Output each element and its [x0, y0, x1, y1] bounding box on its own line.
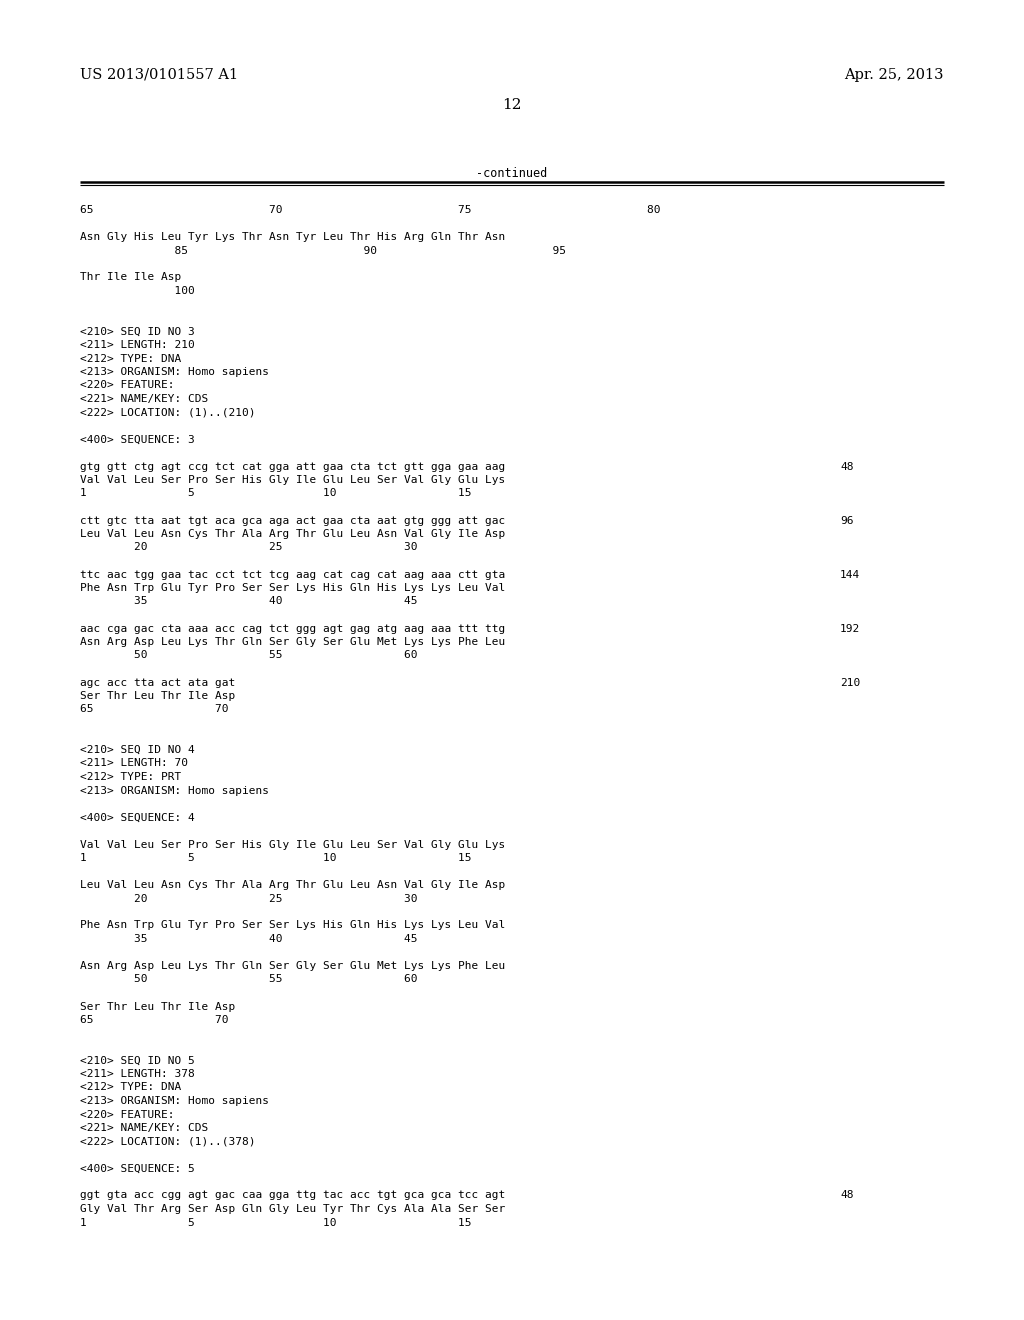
Text: 65                          70                          75                      : 65 70 75 [80, 205, 660, 215]
Text: Leu Val Leu Asn Cys Thr Ala Arg Thr Glu Leu Asn Val Gly Ile Asp: Leu Val Leu Asn Cys Thr Ala Arg Thr Glu … [80, 529, 505, 539]
Text: <220> FEATURE:: <220> FEATURE: [80, 380, 174, 391]
Text: <212> TYPE: DNA: <212> TYPE: DNA [80, 1082, 181, 1093]
Text: <221> NAME/KEY: CDS: <221> NAME/KEY: CDS [80, 1123, 208, 1133]
Text: Asn Arg Asp Leu Lys Thr Gln Ser Gly Ser Glu Met Lys Lys Phe Leu: Asn Arg Asp Leu Lys Thr Gln Ser Gly Ser … [80, 638, 505, 647]
Text: <212> TYPE: DNA: <212> TYPE: DNA [80, 354, 181, 363]
Text: 96: 96 [840, 516, 853, 525]
Text: 50                  55                  60: 50 55 60 [80, 651, 418, 660]
Text: 210: 210 [840, 677, 860, 688]
Text: Asn Arg Asp Leu Lys Thr Gln Ser Gly Ser Glu Met Lys Lys Phe Leu: Asn Arg Asp Leu Lys Thr Gln Ser Gly Ser … [80, 961, 505, 972]
Text: Thr Ile Ile Asp: Thr Ile Ile Asp [80, 272, 181, 282]
Text: <210> SEQ ID NO 5: <210> SEQ ID NO 5 [80, 1056, 195, 1065]
Text: 48: 48 [840, 1191, 853, 1200]
Text: <400> SEQUENCE: 5: <400> SEQUENCE: 5 [80, 1163, 195, 1173]
Text: <213> ORGANISM: Homo sapiens: <213> ORGANISM: Homo sapiens [80, 785, 269, 796]
Text: 144: 144 [840, 569, 860, 579]
Text: 48: 48 [840, 462, 853, 471]
Text: 20                  25                  30: 20 25 30 [80, 543, 418, 553]
Text: Val Val Leu Ser Pro Ser His Gly Ile Glu Leu Ser Val Gly Glu Lys: Val Val Leu Ser Pro Ser His Gly Ile Glu … [80, 475, 505, 484]
Text: Apr. 25, 2013: Apr. 25, 2013 [845, 69, 944, 82]
Text: <210> SEQ ID NO 3: <210> SEQ ID NO 3 [80, 326, 195, 337]
Text: US 2013/0101557 A1: US 2013/0101557 A1 [80, 69, 239, 82]
Text: <211> LENGTH: 70: <211> LENGTH: 70 [80, 759, 188, 768]
Text: 35                  40                  45: 35 40 45 [80, 597, 418, 606]
Text: 1               5                   10                  15: 1 5 10 15 [80, 853, 471, 863]
Text: 65                  70: 65 70 [80, 705, 228, 714]
Text: 85                          90                          95: 85 90 95 [80, 246, 566, 256]
Text: ggt gta acc cgg agt gac caa gga ttg tac acc tgt gca gca tcc agt: ggt gta acc cgg agt gac caa gga ttg tac … [80, 1191, 505, 1200]
Text: <211> LENGTH: 378: <211> LENGTH: 378 [80, 1069, 195, 1078]
Text: ttc aac tgg gaa tac cct tct tcg aag cat cag cat aag aaa ctt gta: ttc aac tgg gaa tac cct tct tcg aag cat … [80, 569, 505, 579]
Text: 192: 192 [840, 623, 860, 634]
Text: 12: 12 [502, 98, 522, 112]
Text: -continued: -continued [476, 168, 548, 180]
Text: <220> FEATURE:: <220> FEATURE: [80, 1110, 174, 1119]
Text: Asn Gly His Leu Tyr Lys Thr Asn Tyr Leu Thr His Arg Gln Thr Asn: Asn Gly His Leu Tyr Lys Thr Asn Tyr Leu … [80, 232, 505, 242]
Text: 50                  55                  60: 50 55 60 [80, 974, 418, 985]
Text: <210> SEQ ID NO 4: <210> SEQ ID NO 4 [80, 744, 195, 755]
Text: <211> LENGTH: 210: <211> LENGTH: 210 [80, 341, 195, 350]
Text: ctt gtc tta aat tgt aca gca aga act gaa cta aat gtg ggg att gac: ctt gtc tta aat tgt aca gca aga act gaa … [80, 516, 505, 525]
Text: Phe Asn Trp Glu Tyr Pro Ser Ser Lys His Gln His Lys Lys Leu Val: Phe Asn Trp Glu Tyr Pro Ser Ser Lys His … [80, 920, 505, 931]
Text: <222> LOCATION: (1)..(210): <222> LOCATION: (1)..(210) [80, 408, 256, 417]
Text: <213> ORGANISM: Homo sapiens: <213> ORGANISM: Homo sapiens [80, 367, 269, 378]
Text: 20                  25                  30: 20 25 30 [80, 894, 418, 903]
Text: 65                  70: 65 70 [80, 1015, 228, 1026]
Text: <400> SEQUENCE: 3: <400> SEQUENCE: 3 [80, 434, 195, 445]
Text: 35                  40                  45: 35 40 45 [80, 935, 418, 944]
Text: <221> NAME/KEY: CDS: <221> NAME/KEY: CDS [80, 393, 208, 404]
Text: Phe Asn Trp Glu Tyr Pro Ser Ser Lys His Gln His Lys Lys Leu Val: Phe Asn Trp Glu Tyr Pro Ser Ser Lys His … [80, 583, 505, 593]
Text: Val Val Leu Ser Pro Ser His Gly Ile Glu Leu Ser Val Gly Glu Lys: Val Val Leu Ser Pro Ser His Gly Ile Glu … [80, 840, 505, 850]
Text: Ser Thr Leu Thr Ile Asp: Ser Thr Leu Thr Ile Asp [80, 690, 236, 701]
Text: agc acc tta act ata gat: agc acc tta act ata gat [80, 677, 236, 688]
Text: <222> LOCATION: (1)..(378): <222> LOCATION: (1)..(378) [80, 1137, 256, 1147]
Text: 1               5                   10                  15: 1 5 10 15 [80, 1217, 471, 1228]
Text: <400> SEQUENCE: 4: <400> SEQUENCE: 4 [80, 813, 195, 822]
Text: <213> ORGANISM: Homo sapiens: <213> ORGANISM: Homo sapiens [80, 1096, 269, 1106]
Text: Ser Thr Leu Thr Ile Asp: Ser Thr Leu Thr Ile Asp [80, 1002, 236, 1011]
Text: aac cga gac cta aaa acc cag tct ggg agt gag atg aag aaa ttt ttg: aac cga gac cta aaa acc cag tct ggg agt … [80, 623, 505, 634]
Text: gtg gtt ctg agt ccg tct cat gga att gaa cta tct gtt gga gaa aag: gtg gtt ctg agt ccg tct cat gga att gaa … [80, 462, 505, 471]
Text: <212> TYPE: PRT: <212> TYPE: PRT [80, 772, 181, 781]
Text: Leu Val Leu Asn Cys Thr Ala Arg Thr Glu Leu Asn Val Gly Ile Asp: Leu Val Leu Asn Cys Thr Ala Arg Thr Glu … [80, 880, 505, 890]
Text: Gly Val Thr Arg Ser Asp Gln Gly Leu Tyr Thr Cys Ala Ala Ser Ser: Gly Val Thr Arg Ser Asp Gln Gly Leu Tyr … [80, 1204, 505, 1214]
Text: 1               5                   10                  15: 1 5 10 15 [80, 488, 471, 499]
Text: 100: 100 [80, 286, 195, 296]
